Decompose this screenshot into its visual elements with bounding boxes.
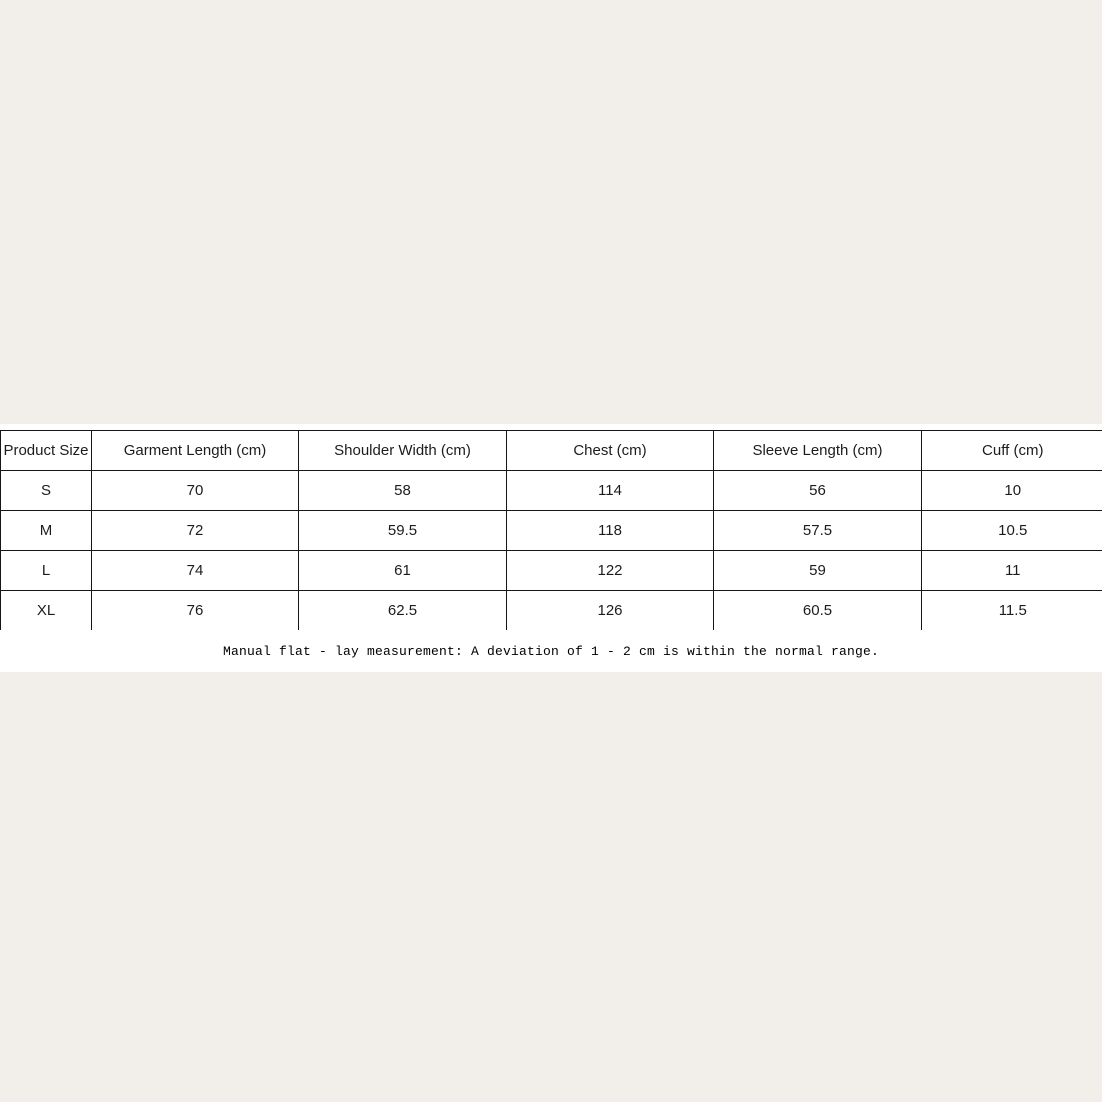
size-chart-table: Product Size Garment Length (cm) Shoulde… [0,430,1102,631]
sleeve-length-value: 60.5 [713,590,922,631]
shoulder-width-value: 62.5 [298,590,507,631]
size-label: XL [0,590,92,631]
size-label: M [0,510,92,551]
garment-length-value: 76 [91,590,299,631]
size-label: S [0,470,92,511]
table-row-xl: XL 76 62.5 126 60.5 11.5 [0,590,1102,631]
shoulder-width-value: 58 [298,470,507,511]
table-row-m: M 72 59.5 118 57.5 10.5 [0,510,1102,551]
cuff-value: 10 [921,470,1102,511]
size-label: L [0,550,92,591]
chest-value: 118 [506,510,714,551]
garment-length-value: 70 [91,470,299,511]
chest-value: 126 [506,590,714,631]
table-row-l: L 74 61 122 59 11 [0,550,1102,591]
garment-length-value: 74 [91,550,299,591]
cuff-value: 10.5 [921,510,1102,551]
table-header-row: Product Size Garment Length (cm) Shoulde… [0,430,1102,471]
shoulder-width-value: 61 [298,550,507,591]
column-header-cuff: Cuff (cm) [921,430,1102,471]
column-header-chest: Chest (cm) [506,430,714,471]
garment-length-value: 72 [91,510,299,551]
column-header-sleeve-length: Sleeve Length (cm) [713,430,922,471]
column-header-product-size: Product Size [0,430,92,471]
table-row-s: S 70 58 114 56 10 [0,470,1102,511]
sleeve-length-value: 56 [713,470,922,511]
size-chart-panel: Product Size Garment Length (cm) Shoulde… [0,424,1102,672]
sleeve-length-value: 57.5 [713,510,922,551]
column-header-garment-length: Garment Length (cm) [91,430,299,471]
cuff-value: 11.5 [921,590,1102,631]
measurement-note: Manual flat - lay measurement: A deviati… [0,630,1102,672]
column-header-shoulder-width: Shoulder Width (cm) [298,430,507,471]
sleeve-length-value: 59 [713,550,922,591]
cuff-value: 11 [921,550,1102,591]
chest-value: 114 [506,470,714,511]
shoulder-width-value: 59.5 [298,510,507,551]
chest-value: 122 [506,550,714,591]
